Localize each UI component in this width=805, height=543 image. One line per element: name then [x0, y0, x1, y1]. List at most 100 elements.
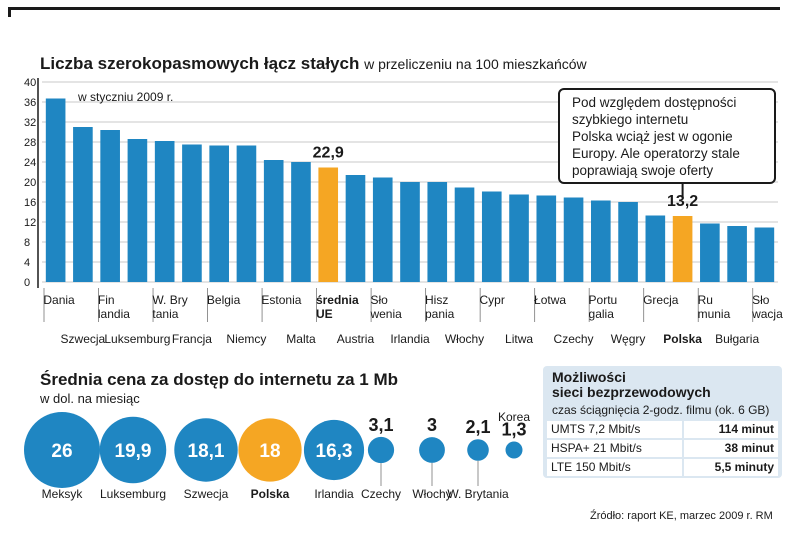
bar [400, 182, 420, 282]
x-category-label: Grecja [643, 293, 679, 307]
bar [672, 216, 693, 282]
bar [481, 191, 502, 282]
x-category-label: Francja [172, 332, 212, 346]
x-category-label: tania [152, 307, 178, 321]
wireless-row-name: UMTS 7,2 Mbit/s [551, 422, 641, 436]
chart2-title: Średnia cena za dostęp do internetu za 1… [40, 370, 399, 389]
callout-line: Pod względem dostępności [572, 95, 737, 110]
y-tick-label: 32 [24, 117, 36, 129]
bubble-value-label: 2,1 [465, 417, 490, 437]
x-category-label: pania [425, 307, 455, 321]
bar [618, 202, 638, 282]
bar-value-label: 13,2 [667, 193, 698, 210]
bubble [303, 419, 365, 481]
bar [127, 139, 148, 282]
wireless-title-line: Możliwości [552, 369, 626, 385]
bubble-category-label: Meksyk [42, 487, 84, 501]
bubble [467, 439, 489, 461]
x-category-label: Estonia [261, 293, 301, 307]
top-rule-tick [8, 7, 11, 17]
x-category-label: Belgia [207, 293, 241, 307]
top-rule [10, 7, 780, 10]
bubble-value-label: 19,9 [115, 441, 152, 462]
x-category-label: munia [698, 307, 731, 321]
x-category-label: Bułgaria [715, 332, 759, 346]
bar [318, 167, 339, 282]
wireless-row-value: 114 minut [718, 422, 774, 436]
chart1-title-suffix: w przeliczeniu na 100 mieszkańców [364, 56, 587, 72]
wireless-row: LTE 150 Mbit/s 5,5 minuty [547, 459, 778, 476]
wireless-row-divider [682, 421, 684, 438]
callout-line: Polska wciąż jest w ogonie [572, 129, 733, 144]
x-category-label: W. Bry [152, 293, 187, 307]
wireless-row-name: LTE 150 Mbit/s [551, 460, 631, 474]
bar [700, 223, 720, 282]
bubble-category-label: Irlandia [314, 487, 354, 501]
bar [100, 130, 120, 282]
x-category-label: Dania [43, 293, 75, 307]
source-note: Źródło: raport KE, marzec 2009 r. RM [590, 510, 773, 522]
x-category-label: wenia [369, 307, 402, 321]
bar [509, 194, 529, 282]
bubble-category-label: W. Brytania [447, 487, 509, 501]
bar [372, 177, 393, 282]
y-tick-label: 24 [24, 157, 36, 169]
chart1-annotation: w styczniu 2009 r. [77, 90, 173, 104]
wireless-row: HSPA+ 21 Mbit/s 38 minut [547, 440, 778, 457]
bubble-value-label: 3,1 [368, 415, 393, 435]
bar [263, 160, 284, 282]
x-category-label: Litwa [505, 332, 533, 346]
y-tick-label: 0 [24, 277, 30, 289]
bar [727, 226, 747, 282]
x-category-label: Portu [589, 293, 618, 307]
callout-line: szybkiego internetu [572, 112, 689, 127]
bar [645, 215, 666, 282]
bubble-value-label: 1,3 [501, 420, 526, 440]
bar [591, 200, 611, 282]
bar [209, 145, 229, 282]
y-tick-label: 12 [24, 217, 36, 229]
y-tick-label: 40 [24, 77, 36, 89]
x-category-label: UE [316, 307, 333, 321]
bubble [419, 437, 445, 463]
wireless-row-name: HSPA+ 21 Mbit/s [551, 441, 642, 455]
bar [154, 141, 175, 282]
wireless-row-value: 38 minut [724, 441, 774, 455]
bar [291, 162, 311, 282]
bar [536, 195, 557, 282]
x-category-label: Cypr [480, 293, 505, 307]
bubble-category-label: Szwecja [184, 487, 229, 501]
bubble-value-label: 16,3 [316, 441, 353, 462]
y-tick-label: 36 [24, 97, 36, 109]
bubble-category-label: Luksemburg [100, 487, 166, 501]
wireless-title-line: sieci bezprzewodowych [552, 384, 711, 400]
x-category-label: Czechy [554, 332, 594, 346]
x-category-label: galia [589, 307, 615, 321]
wireless-panel: Możliwości sieci bezprzewodowych czas śc… [543, 366, 782, 478]
x-category-label: Luksemburg [104, 332, 170, 346]
bubble-value-label: 18,1 [188, 441, 225, 462]
bar [563, 197, 584, 282]
x-category-label: Szwecja [61, 332, 106, 346]
bubble [99, 416, 167, 484]
wireless-row-divider [682, 459, 684, 476]
x-category-label: Hisz [425, 293, 448, 307]
y-tick-label: 20 [24, 177, 36, 189]
chart1-title: Liczba szerokopasmowych łącz stałych w p… [40, 54, 587, 74]
bar [236, 145, 257, 282]
wireless-row: UMTS 7,2 Mbit/s 114 minut [547, 421, 778, 438]
x-category-label: landia [98, 307, 130, 321]
x-category-label: Włochy [445, 332, 484, 346]
bubble [238, 418, 302, 482]
bar [73, 127, 93, 282]
x-category-label: Węgry [611, 332, 646, 346]
chart2-subtitle: w dol. na miesiąc [40, 391, 140, 406]
bubble-category-label: Korea [498, 410, 530, 424]
y-tick-label: 4 [24, 257, 30, 269]
y-tick-label: 16 [24, 197, 36, 209]
bubble-category-label: Polska [251, 487, 290, 501]
x-category-label: Sło [752, 293, 770, 307]
bubble-category-label: Czechy [361, 487, 401, 501]
x-category-label: Malta [286, 332, 316, 346]
